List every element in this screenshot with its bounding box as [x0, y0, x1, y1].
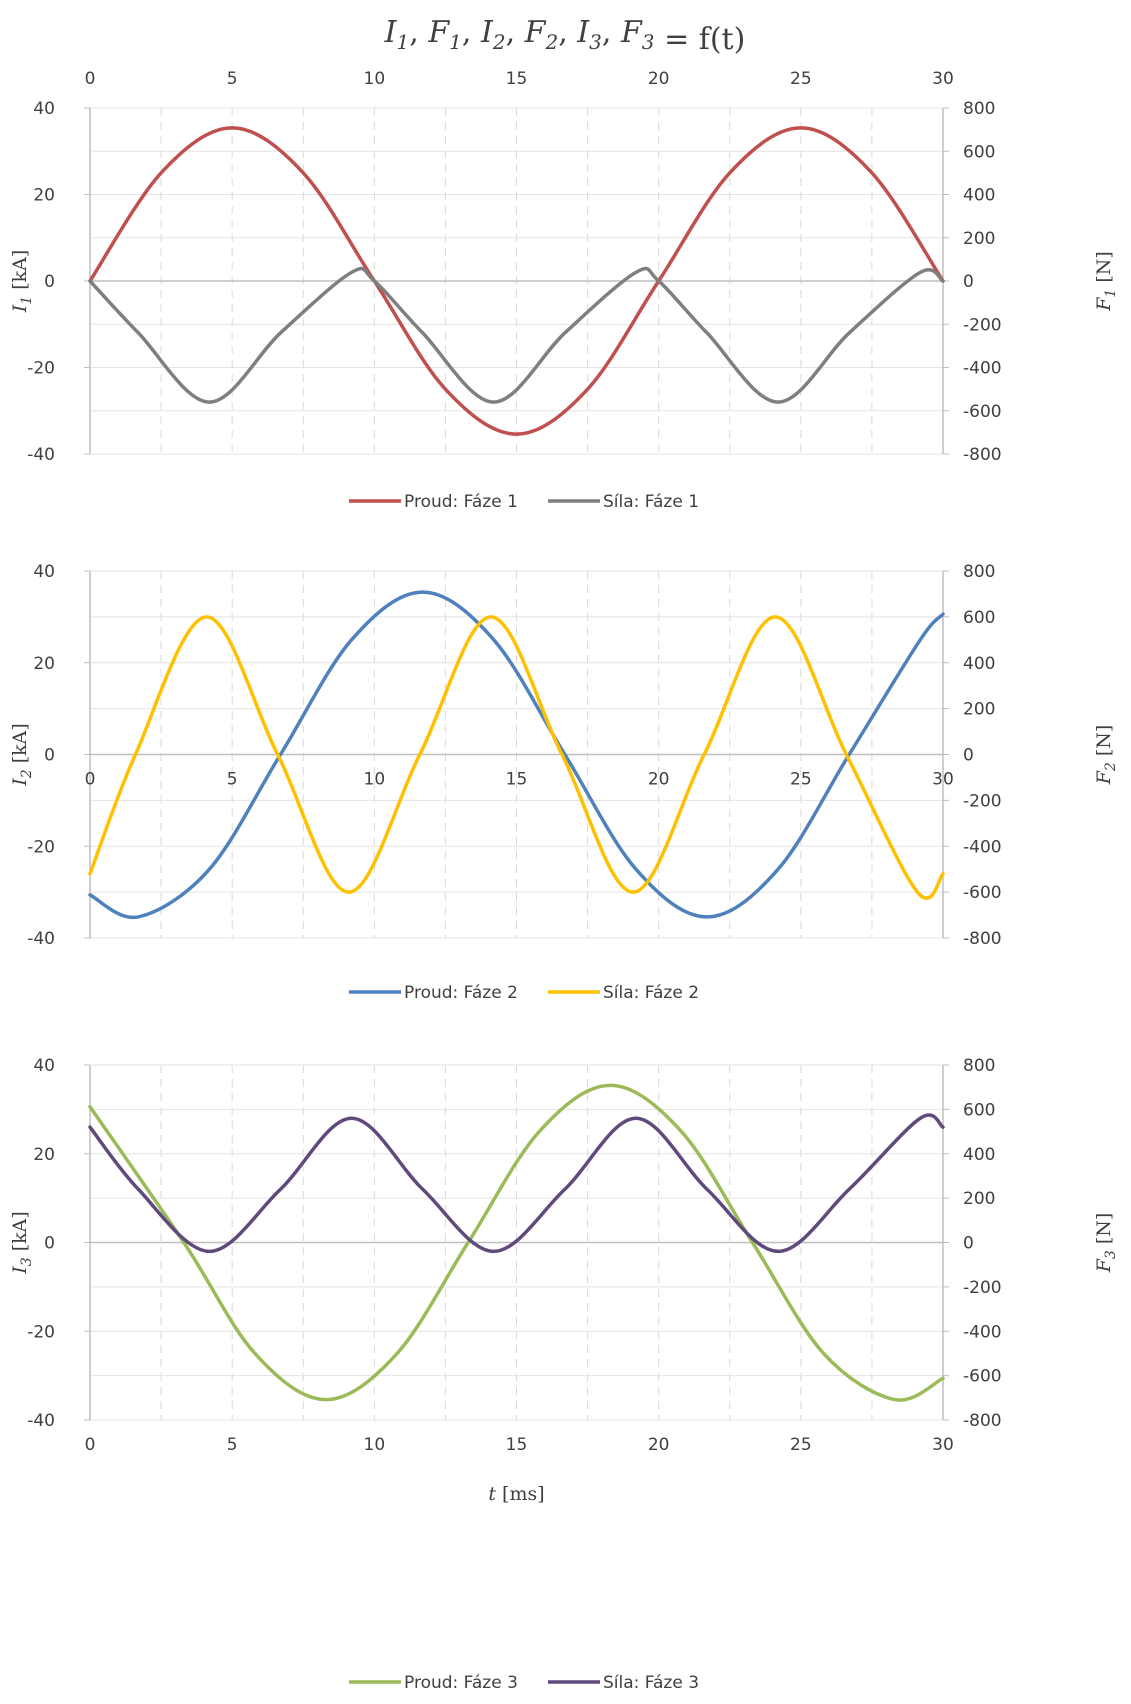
series-line-3-2: [88, 1113, 945, 1254]
right-tick-label: 800: [963, 99, 995, 119]
x-tick-label: 5: [227, 69, 238, 89]
left-axis-title: I2 [kA]: [9, 723, 35, 787]
x-tick-label: 20: [648, 1435, 670, 1455]
chart-title: I1, F1, I2, F2, I3, F3 = f(t): [384, 15, 746, 57]
right-tick-label: 200: [963, 229, 995, 249]
x-tick-label: 25: [790, 770, 812, 790]
x-tick-label: 20: [648, 770, 670, 790]
chart-panel-1: -40-2002040-800-600-400-2000200400600800…: [9, 69, 1119, 512]
legend-label: Proud: Fáze 1: [404, 492, 518, 512]
right-tick-label: 800: [963, 1056, 995, 1076]
x-tick-label: 0: [85, 1435, 96, 1455]
left-tick-label: -40: [27, 1411, 55, 1431]
legend-label: Proud: Fáze 3: [404, 1673, 518, 1693]
x-tick-label: 15: [506, 770, 528, 790]
left-tick-label: 0: [44, 746, 55, 766]
right-tick-label: -200: [963, 315, 1002, 335]
series-line-1-2: [88, 266, 945, 404]
right-tick-label: -600: [963, 1367, 1002, 1387]
left-tick-label: 0: [44, 1234, 55, 1254]
right-tick-label: -200: [963, 791, 1002, 811]
left-tick-label: 20: [33, 1145, 55, 1165]
right-tick-label: 600: [963, 608, 995, 628]
x-axis-title: t [ms]: [488, 1483, 544, 1505]
right-axis-title: F2 [N]: [1093, 725, 1119, 786]
right-tick-label: 400: [963, 186, 995, 206]
right-tick-label: 400: [963, 1145, 995, 1165]
right-tick-label: -600: [963, 402, 1002, 422]
left-tick-label: -40: [27, 445, 55, 465]
right-tick-label: 200: [963, 700, 995, 720]
right-tick-label: 0: [963, 746, 974, 766]
left-tick-label: -20: [27, 1322, 55, 1342]
series-line-3-1: [88, 1083, 945, 1402]
series-line-2-2: [88, 615, 945, 900]
x-tick-label: 20: [648, 69, 670, 89]
left-tick-label: 40: [33, 99, 55, 119]
x-tick-label: 5: [227, 1435, 238, 1455]
right-axis-title: F3 [N]: [1093, 1213, 1119, 1274]
right-tick-label: 0: [963, 1234, 974, 1254]
right-tick-label: 600: [963, 1100, 995, 1120]
x-tick-label: 30: [932, 69, 954, 89]
x-tick-label: 0: [85, 770, 96, 790]
right-tick-label: -800: [963, 929, 1002, 949]
x-tick-label: 15: [506, 1435, 528, 1455]
x-tick-label: 0: [85, 69, 96, 89]
series-line-1-1: [88, 126, 945, 436]
left-tick-label: -20: [27, 837, 55, 857]
right-tick-label: -200: [963, 1278, 1002, 1298]
x-tick-label: 25: [790, 1435, 812, 1455]
x-tick-label: 5: [227, 770, 238, 790]
chart-panel-2: -40-2002040-800-600-400-2000200400600800…: [9, 562, 1119, 1003]
right-tick-label: -400: [963, 359, 1002, 379]
left-tick-label: -40: [27, 929, 55, 949]
x-tick-label: 30: [932, 1435, 954, 1455]
x-tick-label: 10: [364, 770, 386, 790]
x-tick-label: 15: [506, 69, 528, 89]
right-tick-label: 200: [963, 1189, 995, 1209]
legend-label: Síla: Fáze 1: [603, 492, 699, 512]
legend-label: Síla: Fáze 2: [603, 983, 699, 1003]
right-tick-label: 0: [963, 272, 974, 292]
left-axis-title: I1 [kA]: [9, 250, 35, 314]
chart-panel-3: -40-2002040-800-600-400-2000200400600800…: [9, 1056, 1119, 1693]
left-tick-label: -20: [27, 359, 55, 379]
legend-label: Proud: Fáze 2: [404, 983, 518, 1003]
left-tick-label: 40: [33, 562, 55, 582]
left-axis-title: I3 [kA]: [9, 1211, 35, 1275]
x-tick-label: 25: [790, 69, 812, 89]
right-tick-label: -400: [963, 837, 1002, 857]
x-tick-label: 10: [364, 69, 386, 89]
right-tick-label: -600: [963, 883, 1002, 903]
left-tick-label: 20: [33, 654, 55, 674]
left-tick-label: 20: [33, 186, 55, 206]
legend-label: Síla: Fáze 3: [603, 1673, 699, 1693]
series-line-2-1: [88, 590, 945, 920]
x-tick-label: 30: [932, 770, 954, 790]
x-tick-label: 10: [364, 1435, 386, 1455]
left-tick-label: 0: [44, 272, 55, 292]
right-axis-title: F1 [N]: [1093, 251, 1119, 312]
right-tick-label: -800: [963, 1411, 1002, 1431]
left-tick-label: 40: [33, 1056, 55, 1076]
right-tick-label: 400: [963, 654, 995, 674]
right-tick-label: -800: [963, 445, 1002, 465]
right-tick-label: -400: [963, 1322, 1002, 1342]
right-tick-label: 800: [963, 562, 995, 582]
right-tick-label: 600: [963, 142, 995, 162]
